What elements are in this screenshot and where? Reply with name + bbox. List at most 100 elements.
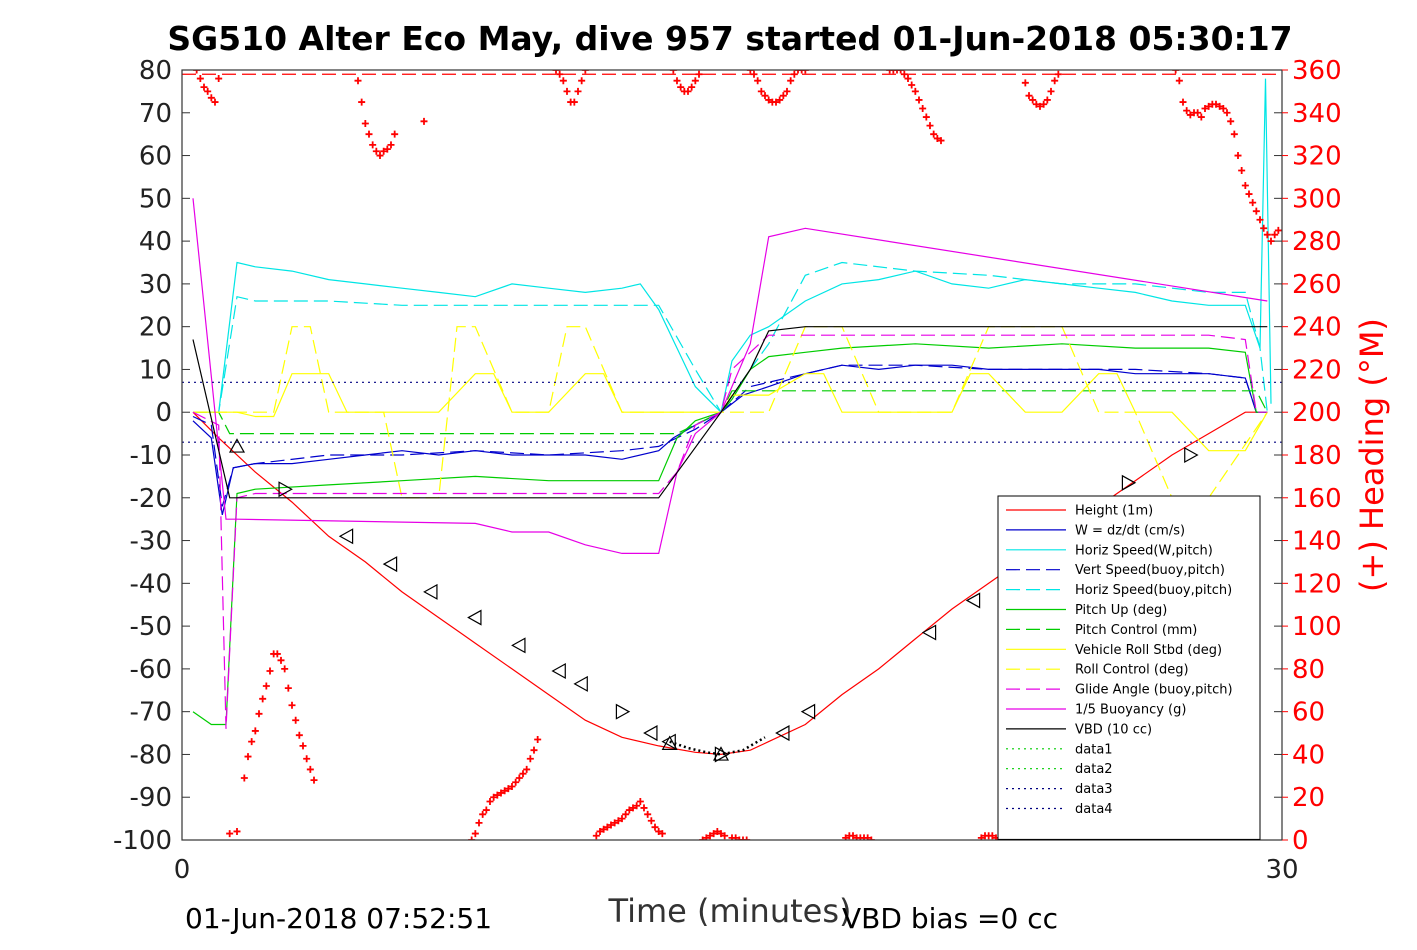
legend-entry: W = dz/dt (cm/s) (1075, 523, 1185, 538)
heading-point-24 (288, 701, 296, 709)
heading-point-67 (482, 806, 490, 814)
left-tick-label: -90 (130, 783, 172, 813)
heading-point-13 (248, 738, 256, 746)
heading-point-109 (636, 798, 644, 805)
triangle-marker-12 (661, 735, 678, 750)
heading-point-148 (783, 87, 791, 95)
heading-point-272 (1238, 167, 1246, 175)
heading-point-141 (757, 87, 765, 95)
legend-entry: VBD (10 cc) (1075, 722, 1152, 737)
heading-point-66 (479, 810, 487, 818)
right-tick-label: 340 (1292, 99, 1342, 129)
heading-point-69 (490, 793, 498, 801)
heading-point-281 (1271, 231, 1279, 239)
heading-point-93 (578, 77, 586, 85)
legend-entry: 1/5 Buoyancy (g) (1075, 703, 1186, 718)
heading-point-81 (534, 735, 542, 743)
heading-point-22 (281, 665, 289, 673)
heading-point-77 (519, 770, 527, 778)
heading-point-41 (361, 119, 369, 127)
triangle-marker-6 (511, 637, 526, 654)
heading-point-145 (772, 98, 780, 106)
triangle-marker-14 (714, 746, 730, 763)
heading-point-11 (240, 774, 248, 782)
heading-point-255 (1175, 77, 1183, 85)
legend-entry: Roll Control (deg) (1075, 663, 1189, 678)
heading-point-100 (603, 823, 611, 831)
right-axis-ticks: 3603403203002802602402202001801601401201… (1282, 56, 1342, 856)
left-tick-label: -40 (130, 569, 172, 599)
heading-point-124 (691, 77, 699, 85)
heading-point-101 (607, 821, 615, 829)
heading-point-16 (259, 695, 267, 703)
left-tick-label: 30 (139, 270, 172, 300)
heading-point-106 (625, 806, 633, 814)
right-tick-label: 140 (1292, 527, 1342, 557)
heading-point-262 (1201, 105, 1209, 112)
triangle-marker-1 (278, 481, 293, 498)
heading-point-166 (849, 832, 857, 840)
plot-area (182, 70, 1282, 840)
heading-point-268 (1223, 109, 1231, 117)
heading-point-76 (515, 774, 523, 782)
heading-point-6 (215, 75, 223, 83)
legend-box (997, 495, 1261, 840)
heading-point-150 (790, 70, 798, 78)
bottom-tick-label: 0 (174, 855, 191, 885)
heading-point-97 (592, 832, 600, 840)
series-line-10 (192, 198, 1268, 555)
left-tick-label: -20 (130, 484, 172, 514)
heading-point-107 (629, 804, 637, 812)
heading-point-170 (864, 834, 872, 840)
heading-point-0 (193, 70, 201, 74)
heading-point-139 (750, 70, 758, 78)
right-tick-label: 280 (1292, 227, 1342, 257)
right-tick-label: 200 (1292, 398, 1342, 428)
heading-point-149 (787, 77, 795, 85)
heading-point-181 (904, 75, 912, 83)
heading-point-18 (266, 667, 274, 675)
heading-point-214 (1025, 92, 1033, 100)
heading-point-271 (1234, 152, 1242, 160)
triangle-marker-17 (921, 624, 937, 641)
triangle-marker-0 (228, 438, 246, 453)
left-tick-label: -80 (130, 740, 172, 770)
right-tick-label: 180 (1292, 441, 1342, 471)
heading-point-28 (303, 755, 311, 763)
heading-point-204 (988, 832, 996, 840)
heading-point-184 (915, 96, 923, 104)
heading-point-70 (493, 791, 501, 799)
heading-point-42 (365, 130, 373, 138)
heading-point-217 (1036, 102, 1044, 110)
heading-point-39 (354, 77, 362, 85)
heading-point-23 (284, 684, 292, 692)
heading-point-75 (512, 778, 520, 786)
heading-point-17 (262, 682, 270, 690)
heading-point-266 (1216, 102, 1224, 110)
heading-point-49 (391, 130, 399, 138)
right-tick-label: 300 (1292, 184, 1342, 214)
left-axis-ticks: 80 70 60 50 40 30 20 10 0 -10 -20 -30 -40 -50 -60 -70 -8… (113, 56, 1282, 856)
legend-entry: Pitch Control (mm) (1075, 623, 1197, 638)
heading-point-147 (779, 92, 787, 100)
heading-point-64 (471, 830, 479, 838)
triangle-marker-5 (467, 609, 482, 626)
legend-entry: data4 (1075, 802, 1113, 817)
heading-point-136 (739, 836, 747, 840)
heading-point-164 (842, 834, 850, 840)
heading-point-130 (713, 827, 721, 835)
heading-point-30 (310, 776, 318, 784)
heading-point-179 (897, 70, 905, 74)
heading-point-132 (721, 832, 729, 840)
heading-point-219 (1043, 96, 1051, 104)
heading-point-65 (475, 819, 483, 827)
height-bottom-dotted (669, 736, 766, 756)
right-tick-label: 80 (1292, 655, 1325, 685)
heading-point-92 (574, 87, 582, 95)
triangle-marker-13 (712, 746, 730, 761)
heading-point-275 (1249, 199, 1257, 207)
heading-point-254 (1172, 70, 1180, 74)
triangle-marker-20 (1121, 474, 1137, 491)
heading-point-258 (1186, 111, 1194, 119)
